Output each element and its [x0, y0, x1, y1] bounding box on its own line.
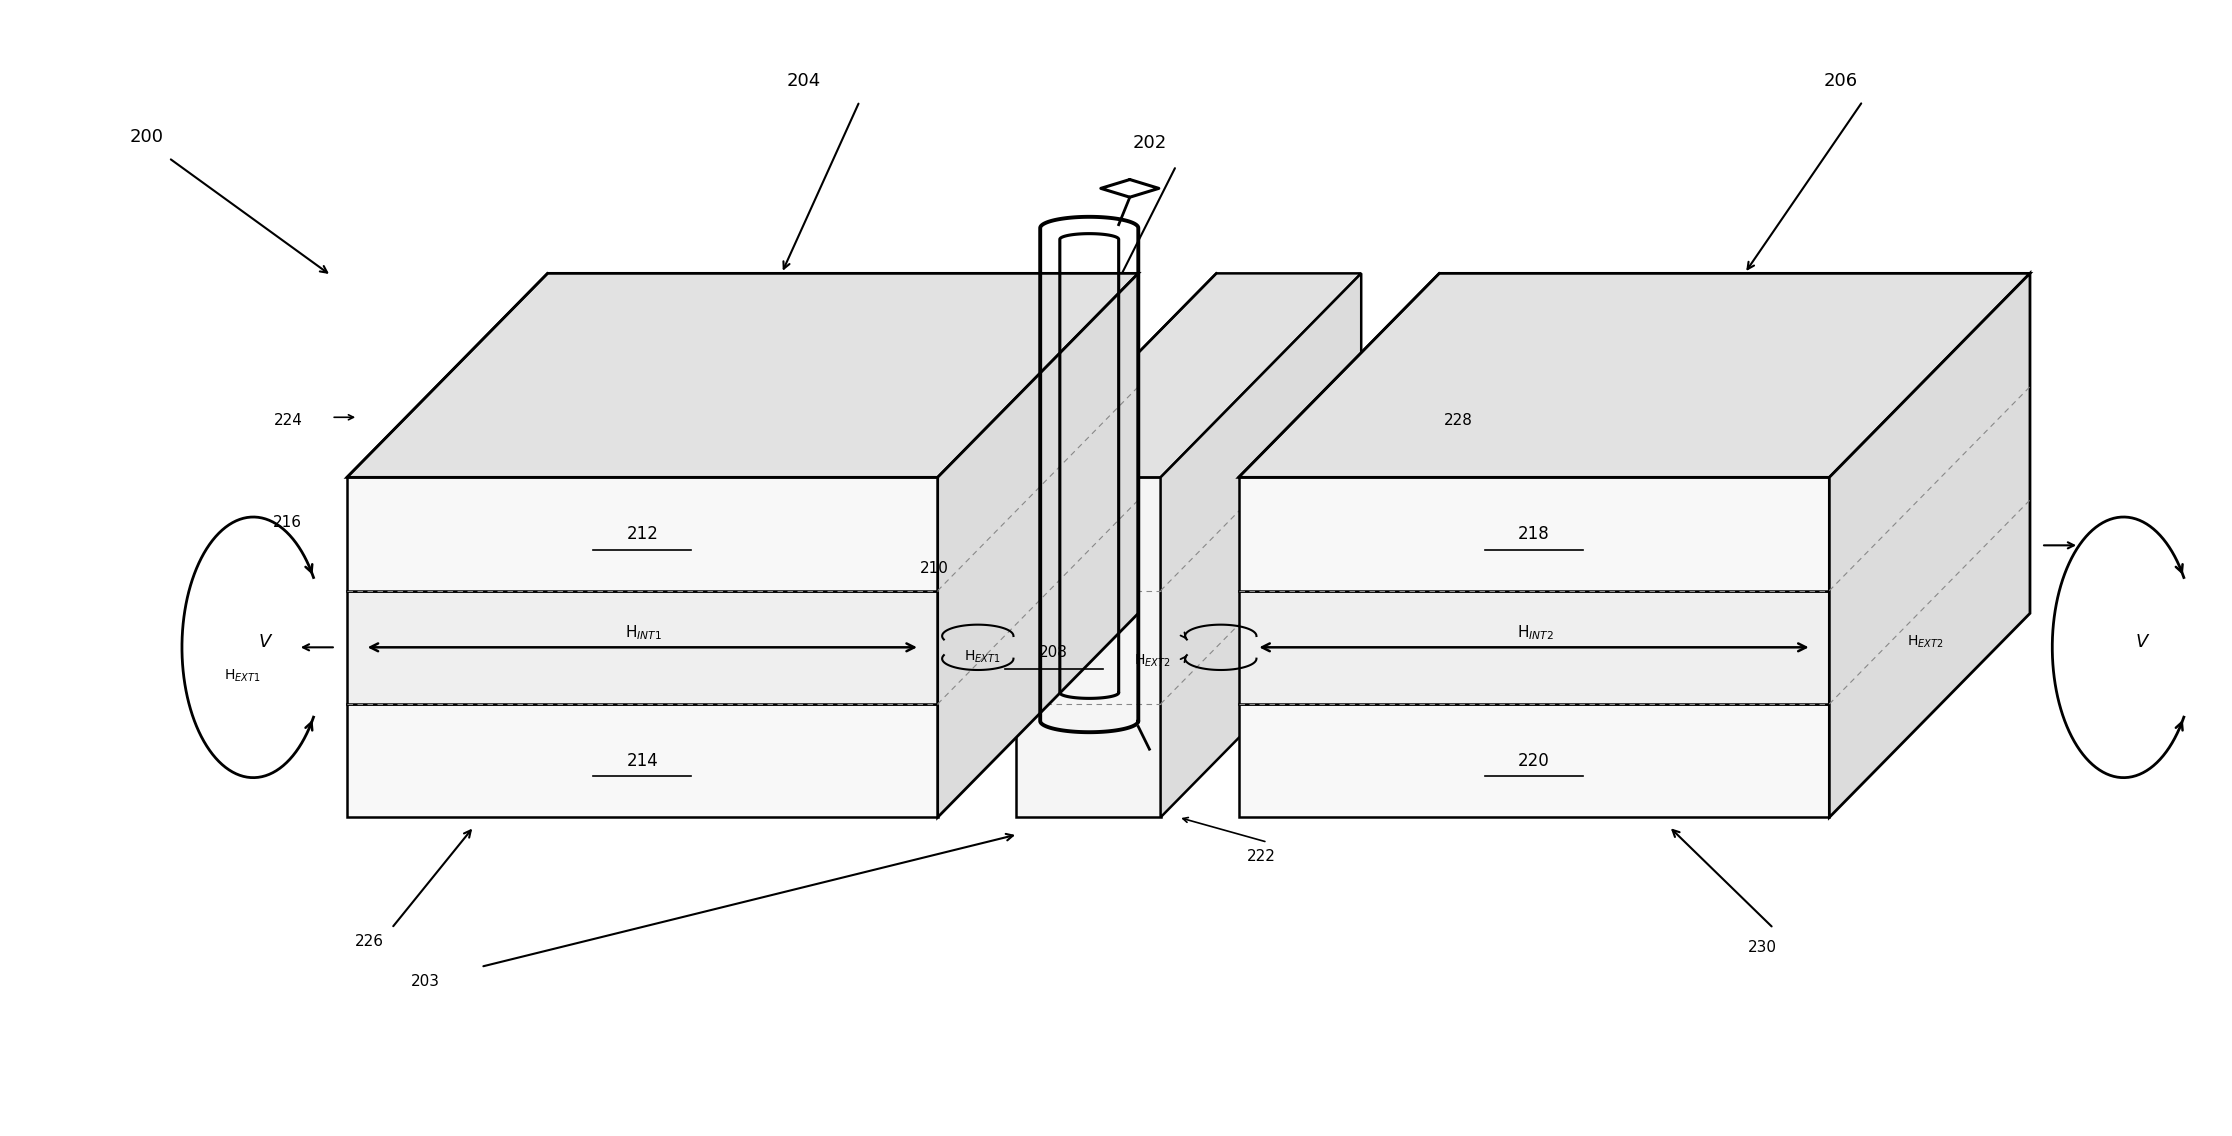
Text: 200: 200: [129, 128, 163, 147]
Text: 202: 202: [1132, 134, 1167, 152]
Polygon shape: [1016, 477, 1161, 817]
Text: H$_{EXT2}$: H$_{EXT2}$: [1134, 653, 1170, 669]
Text: H$_{EXT1}$: H$_{EXT1}$: [223, 668, 261, 684]
Text: H$_{EXT2}$: H$_{EXT2}$: [1908, 634, 1944, 650]
Polygon shape: [1161, 274, 1362, 817]
Polygon shape: [1239, 591, 1830, 704]
Text: 212: 212: [627, 525, 658, 543]
Text: 228: 228: [1444, 414, 1473, 428]
Text: 204: 204: [788, 72, 821, 90]
Text: 224: 224: [275, 414, 301, 428]
Text: 222: 222: [1245, 850, 1274, 864]
Text: 206: 206: [1824, 72, 1857, 90]
Polygon shape: [1830, 274, 2029, 817]
Text: 218: 218: [1518, 525, 1549, 543]
Polygon shape: [1239, 477, 1830, 591]
Text: V: V: [2136, 633, 2147, 651]
Text: 216: 216: [272, 515, 301, 531]
Text: H$_{INT1}$: H$_{INT1}$: [625, 623, 663, 642]
Text: V: V: [259, 633, 270, 651]
Polygon shape: [346, 477, 937, 591]
Text: H$_{EXT1}$: H$_{EXT1}$: [964, 649, 1000, 665]
Text: 203: 203: [411, 975, 440, 989]
Text: 230: 230: [1748, 941, 1777, 955]
Text: 220: 220: [1518, 752, 1549, 769]
Text: 214: 214: [627, 752, 658, 769]
Text: 210: 210: [920, 560, 949, 576]
Polygon shape: [346, 704, 937, 817]
Text: 208: 208: [1040, 645, 1069, 660]
Polygon shape: [346, 274, 1138, 477]
Text: H$_{INT2}$: H$_{INT2}$: [1516, 623, 1553, 642]
Polygon shape: [1239, 704, 1830, 817]
Polygon shape: [1016, 274, 1362, 477]
Polygon shape: [937, 274, 1138, 817]
Polygon shape: [1239, 274, 2029, 477]
Text: 226: 226: [355, 935, 384, 950]
Polygon shape: [346, 591, 937, 704]
